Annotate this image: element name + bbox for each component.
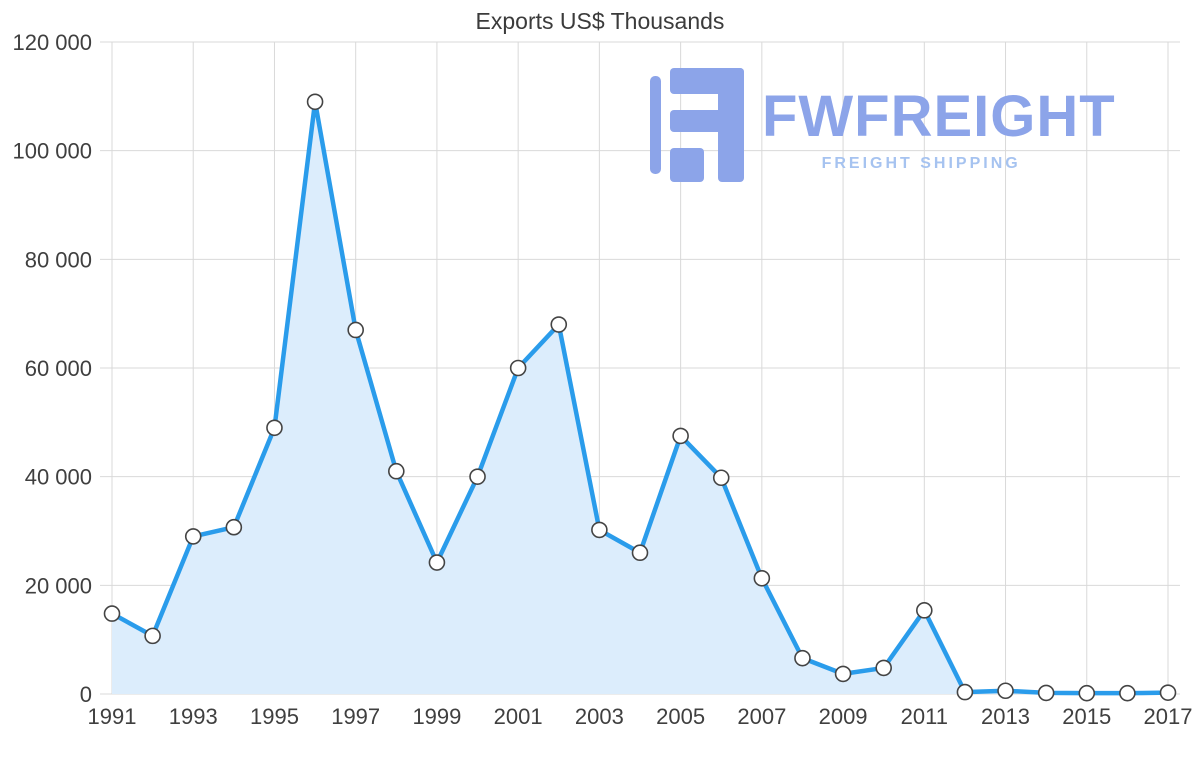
data-point [509,359,527,377]
x-tick-label: 1991 [88,704,137,729]
x-tick-label: 2017 [1144,704,1193,729]
data-point [875,659,892,677]
x-tick-label: 2011 [901,704,948,729]
data-point [144,627,161,645]
data-point [712,469,730,487]
y-tick-label: 0 [80,682,92,707]
data-point [103,605,121,622]
x-tick-label: 1999 [412,704,461,729]
x-tick-label: 1995 [250,704,299,729]
data-point [997,682,1014,700]
data-point [469,468,486,485]
data-point [347,321,364,339]
data-point [672,427,689,445]
y-tick-label: 120 000 [12,30,92,55]
data-point [1037,684,1055,702]
data-point [591,521,608,539]
data-point [794,649,811,667]
data-point [956,683,974,701]
y-tick-label: 100 000 [12,139,92,164]
data-point [225,518,243,536]
x-tick-label: 2001 [494,704,543,729]
y-tick-label: 20 000 [25,573,92,598]
data-point [266,419,283,437]
x-tick-label: 2015 [1062,704,1111,729]
data-point [916,602,933,619]
y-tick-label: 60 000 [25,356,92,381]
x-tick-label: 1993 [169,704,218,729]
x-tick-label: 2013 [981,704,1030,729]
y-tick-label: 40 000 [25,465,92,490]
data-point [550,316,568,333]
data-point [834,665,852,683]
x-tick-label: 2007 [737,704,786,729]
y-tick-label: 80 000 [25,247,92,272]
data-point [306,93,324,111]
data-point [428,554,446,571]
data-point [1078,684,1096,702]
data-point [631,544,649,562]
data-point [1119,684,1136,702]
data-point [753,569,771,587]
x-tick-label: 2009 [819,704,868,729]
x-tick-label: 1997 [331,704,380,729]
x-tick-label: 2005 [656,704,705,729]
x-tick-label: 2003 [575,704,624,729]
data-point [388,462,405,480]
data-point [184,528,202,545]
area-fill [112,101,1168,695]
data-point [1159,684,1177,701]
chart-title: Exports US$ Thousands [475,8,725,34]
